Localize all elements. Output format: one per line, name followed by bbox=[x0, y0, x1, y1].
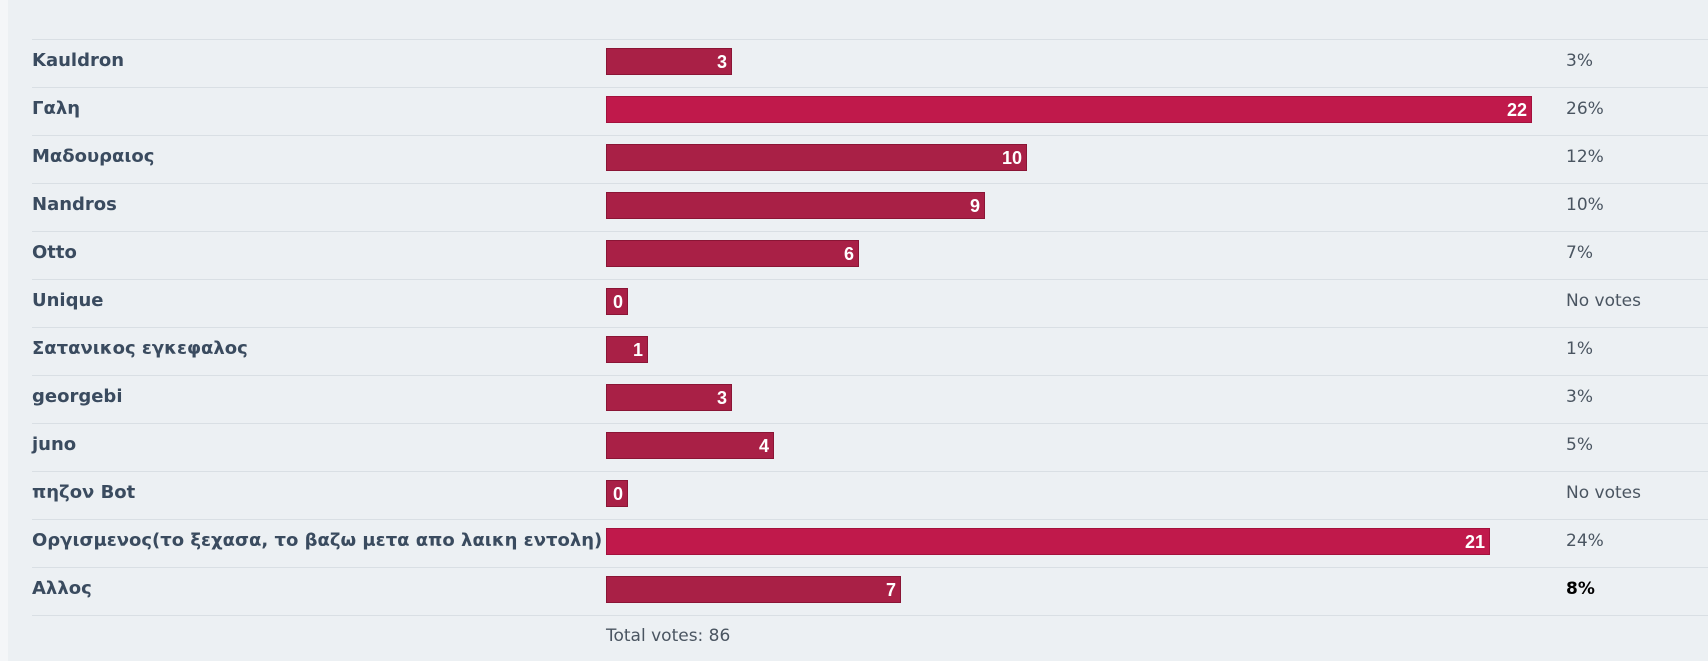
poll-option-label: Nandros bbox=[32, 194, 117, 215]
poll-option-label: juno bbox=[32, 434, 77, 455]
poll-bar-value: 0 bbox=[612, 292, 623, 312]
poll-bar-value: 6 bbox=[843, 244, 854, 264]
poll-bar: 4 bbox=[606, 432, 774, 459]
poll-bar: 9 bbox=[606, 192, 985, 219]
poll-bar-value: 7 bbox=[885, 580, 896, 600]
poll-option-label: Unique bbox=[32, 290, 104, 311]
poll-bar-track: 6 bbox=[606, 240, 1566, 268]
poll-option-label: Οργισμενος(το ξεχασα, το βαζω μετα απο λ… bbox=[32, 530, 603, 551]
poll-bar: 6 bbox=[606, 240, 859, 267]
poll-option-percent: 5% bbox=[1566, 435, 1593, 455]
poll-option-percent: 3% bbox=[1566, 387, 1593, 407]
poll-results: Kauldron 3 3% Γαλη 22 26% Μαδουραιος 10 12% Nandr… bbox=[32, 39, 1708, 660]
poll-bar: 10 bbox=[606, 144, 1027, 171]
poll-option-percent: 1% bbox=[1566, 339, 1593, 359]
poll-bar: 0 bbox=[606, 480, 628, 507]
poll-bar-track: 1 bbox=[606, 336, 1566, 364]
poll-bar: 0 bbox=[606, 288, 628, 315]
poll-bar-track: 10 bbox=[606, 144, 1566, 172]
poll-bar: 1 bbox=[606, 336, 648, 363]
poll-bar-value: 22 bbox=[1506, 100, 1527, 120]
poll-bar-value: 9 bbox=[969, 196, 980, 216]
poll-total-row: Total votes: 86 bbox=[32, 615, 1708, 660]
poll-option-percent: No votes bbox=[1566, 291, 1641, 311]
poll-bar-track: 7 bbox=[606, 576, 1566, 604]
poll-option-label: georgebi bbox=[32, 386, 123, 407]
poll-option-label: Otto bbox=[32, 242, 77, 263]
poll-option-percent: 3% bbox=[1566, 51, 1593, 71]
poll-bar-track: 22 bbox=[606, 96, 1566, 124]
poll-bar-value: 4 bbox=[758, 436, 769, 456]
poll-option-row: Μαδουραιος 10 12% bbox=[32, 135, 1708, 183]
poll-option-row: Otto 6 7% bbox=[32, 231, 1708, 279]
poll-option-percent: 26% bbox=[1566, 99, 1604, 119]
poll-bar: 3 bbox=[606, 48, 732, 75]
poll-bar: 3 bbox=[606, 384, 732, 411]
poll-option-label: πηζον Bot bbox=[32, 482, 136, 503]
poll-option-row: πηζον Bot 0 No votes bbox=[32, 471, 1708, 519]
poll-bar: 21 bbox=[606, 528, 1490, 555]
poll-option-row: Γαλη 22 26% bbox=[32, 87, 1708, 135]
poll-option-row: Αλλος 7 8% bbox=[32, 567, 1708, 615]
poll-option-label: Kauldron bbox=[32, 50, 125, 71]
poll-bar-value: 21 bbox=[1464, 532, 1485, 552]
poll-option-percent: 24% bbox=[1566, 531, 1604, 551]
page-edge bbox=[0, 0, 8, 661]
poll-bar-track: 3 bbox=[606, 384, 1566, 412]
poll-bar-value: 1 bbox=[632, 340, 643, 360]
poll-option-row: juno 4 5% bbox=[32, 423, 1708, 471]
poll-bar-value: 3 bbox=[716, 52, 727, 72]
poll-option-row: georgebi 3 3% bbox=[32, 375, 1708, 423]
poll-option-row: Σατανικος εγκεφαλος 1 1% bbox=[32, 327, 1708, 375]
poll-option-label: Γαλη bbox=[32, 98, 81, 119]
poll-bar-track: 0 bbox=[606, 480, 1566, 508]
poll-option-percent: 7% bbox=[1566, 243, 1593, 263]
poll-option-label: Σατανικος εγκεφαλος bbox=[32, 338, 248, 359]
poll-option-percent: No votes bbox=[1566, 483, 1641, 503]
poll-bar-value: 10 bbox=[1001, 148, 1022, 168]
poll-option-row: Unique 0 No votes bbox=[32, 279, 1708, 327]
poll-option-label: Αλλος bbox=[32, 578, 92, 599]
poll-bar: 22 bbox=[606, 96, 1532, 123]
poll-option-percent: 12% bbox=[1566, 147, 1604, 167]
poll-option-percent: 10% bbox=[1566, 195, 1604, 215]
poll-option-label: Μαδουραιος bbox=[32, 146, 155, 167]
poll-option-row: Οργισμενος(το ξεχασα, το βαζω μετα απο λ… bbox=[32, 519, 1708, 567]
poll-panel: Kauldron 3 3% Γαλη 22 26% Μαδουραιος 10 12% Nandr… bbox=[8, 0, 1708, 661]
poll-bar-track: 0 bbox=[606, 288, 1566, 316]
poll-option-row: Nandros 9 10% bbox=[32, 183, 1708, 231]
poll-total-votes: Total votes: 86 bbox=[606, 626, 731, 646]
poll-bar-value: 3 bbox=[716, 388, 727, 408]
poll-bar-track: 21 bbox=[606, 528, 1566, 556]
poll-option-percent: 8% bbox=[1566, 579, 1595, 599]
poll-option-row: Kauldron 3 3% bbox=[32, 39, 1708, 87]
poll-bar-value: 0 bbox=[612, 484, 623, 504]
poll-bar-track: 4 bbox=[606, 432, 1566, 460]
poll-bar-track: 9 bbox=[606, 192, 1566, 220]
poll-bar-track: 3 bbox=[606, 48, 1566, 76]
poll-bar: 7 bbox=[606, 576, 901, 603]
